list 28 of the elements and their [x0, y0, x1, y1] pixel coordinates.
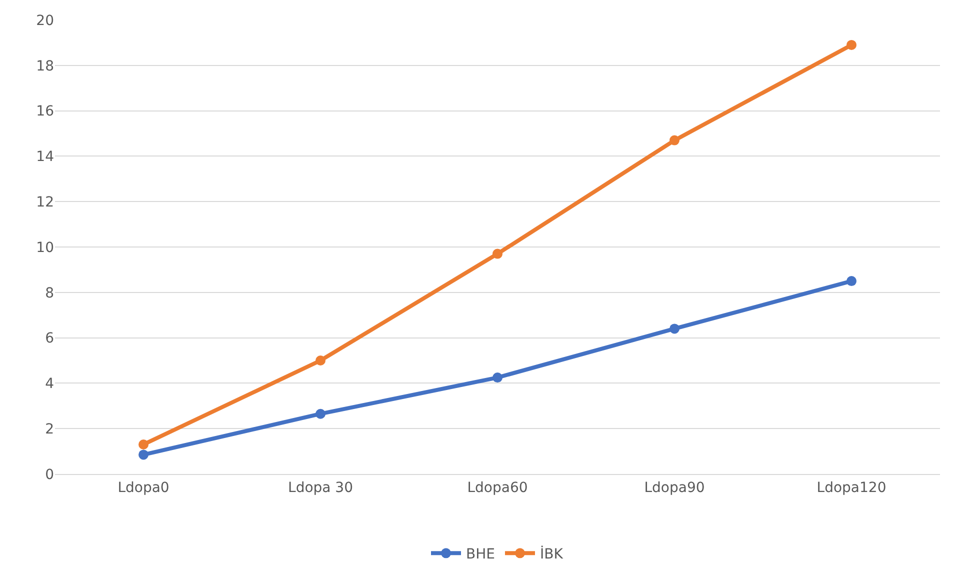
point: [316, 408, 326, 419]
point: [846, 40, 856, 50]
point: [492, 372, 502, 383]
point: [138, 439, 148, 450]
x-tick-label: Ldopa60: [467, 480, 528, 496]
y-tick-label: 14: [36, 149, 54, 166]
x-tick-label: Ldopa90: [644, 480, 705, 496]
y-tick-label: 2: [45, 422, 54, 438]
legend-label: BHE: [466, 546, 495, 563]
y-tick-label: 20: [36, 12, 54, 29]
y-tick-label: 12: [36, 194, 54, 210]
point: [846, 276, 856, 286]
legend-label: İBK: [540, 546, 564, 563]
y-tick-label: 10: [36, 240, 54, 256]
y-tick-label: 8: [45, 285, 54, 302]
y-tick-label: 16: [36, 104, 54, 120]
x-tick-label: Ldopa 30: [288, 480, 353, 496]
x-tick-label: Ldopa0: [118, 480, 170, 496]
y-tick-label: 4: [45, 376, 54, 392]
point: [316, 356, 326, 366]
point: [670, 324, 680, 334]
x-tick-label: Ldopa120: [816, 480, 886, 496]
y-tick-label: 18: [36, 58, 54, 74]
y-tick-label: 0: [45, 466, 54, 483]
point: [492, 248, 502, 259]
y-tick-label: 6: [45, 330, 54, 347]
point: [138, 450, 148, 460]
point: [670, 135, 680, 146]
